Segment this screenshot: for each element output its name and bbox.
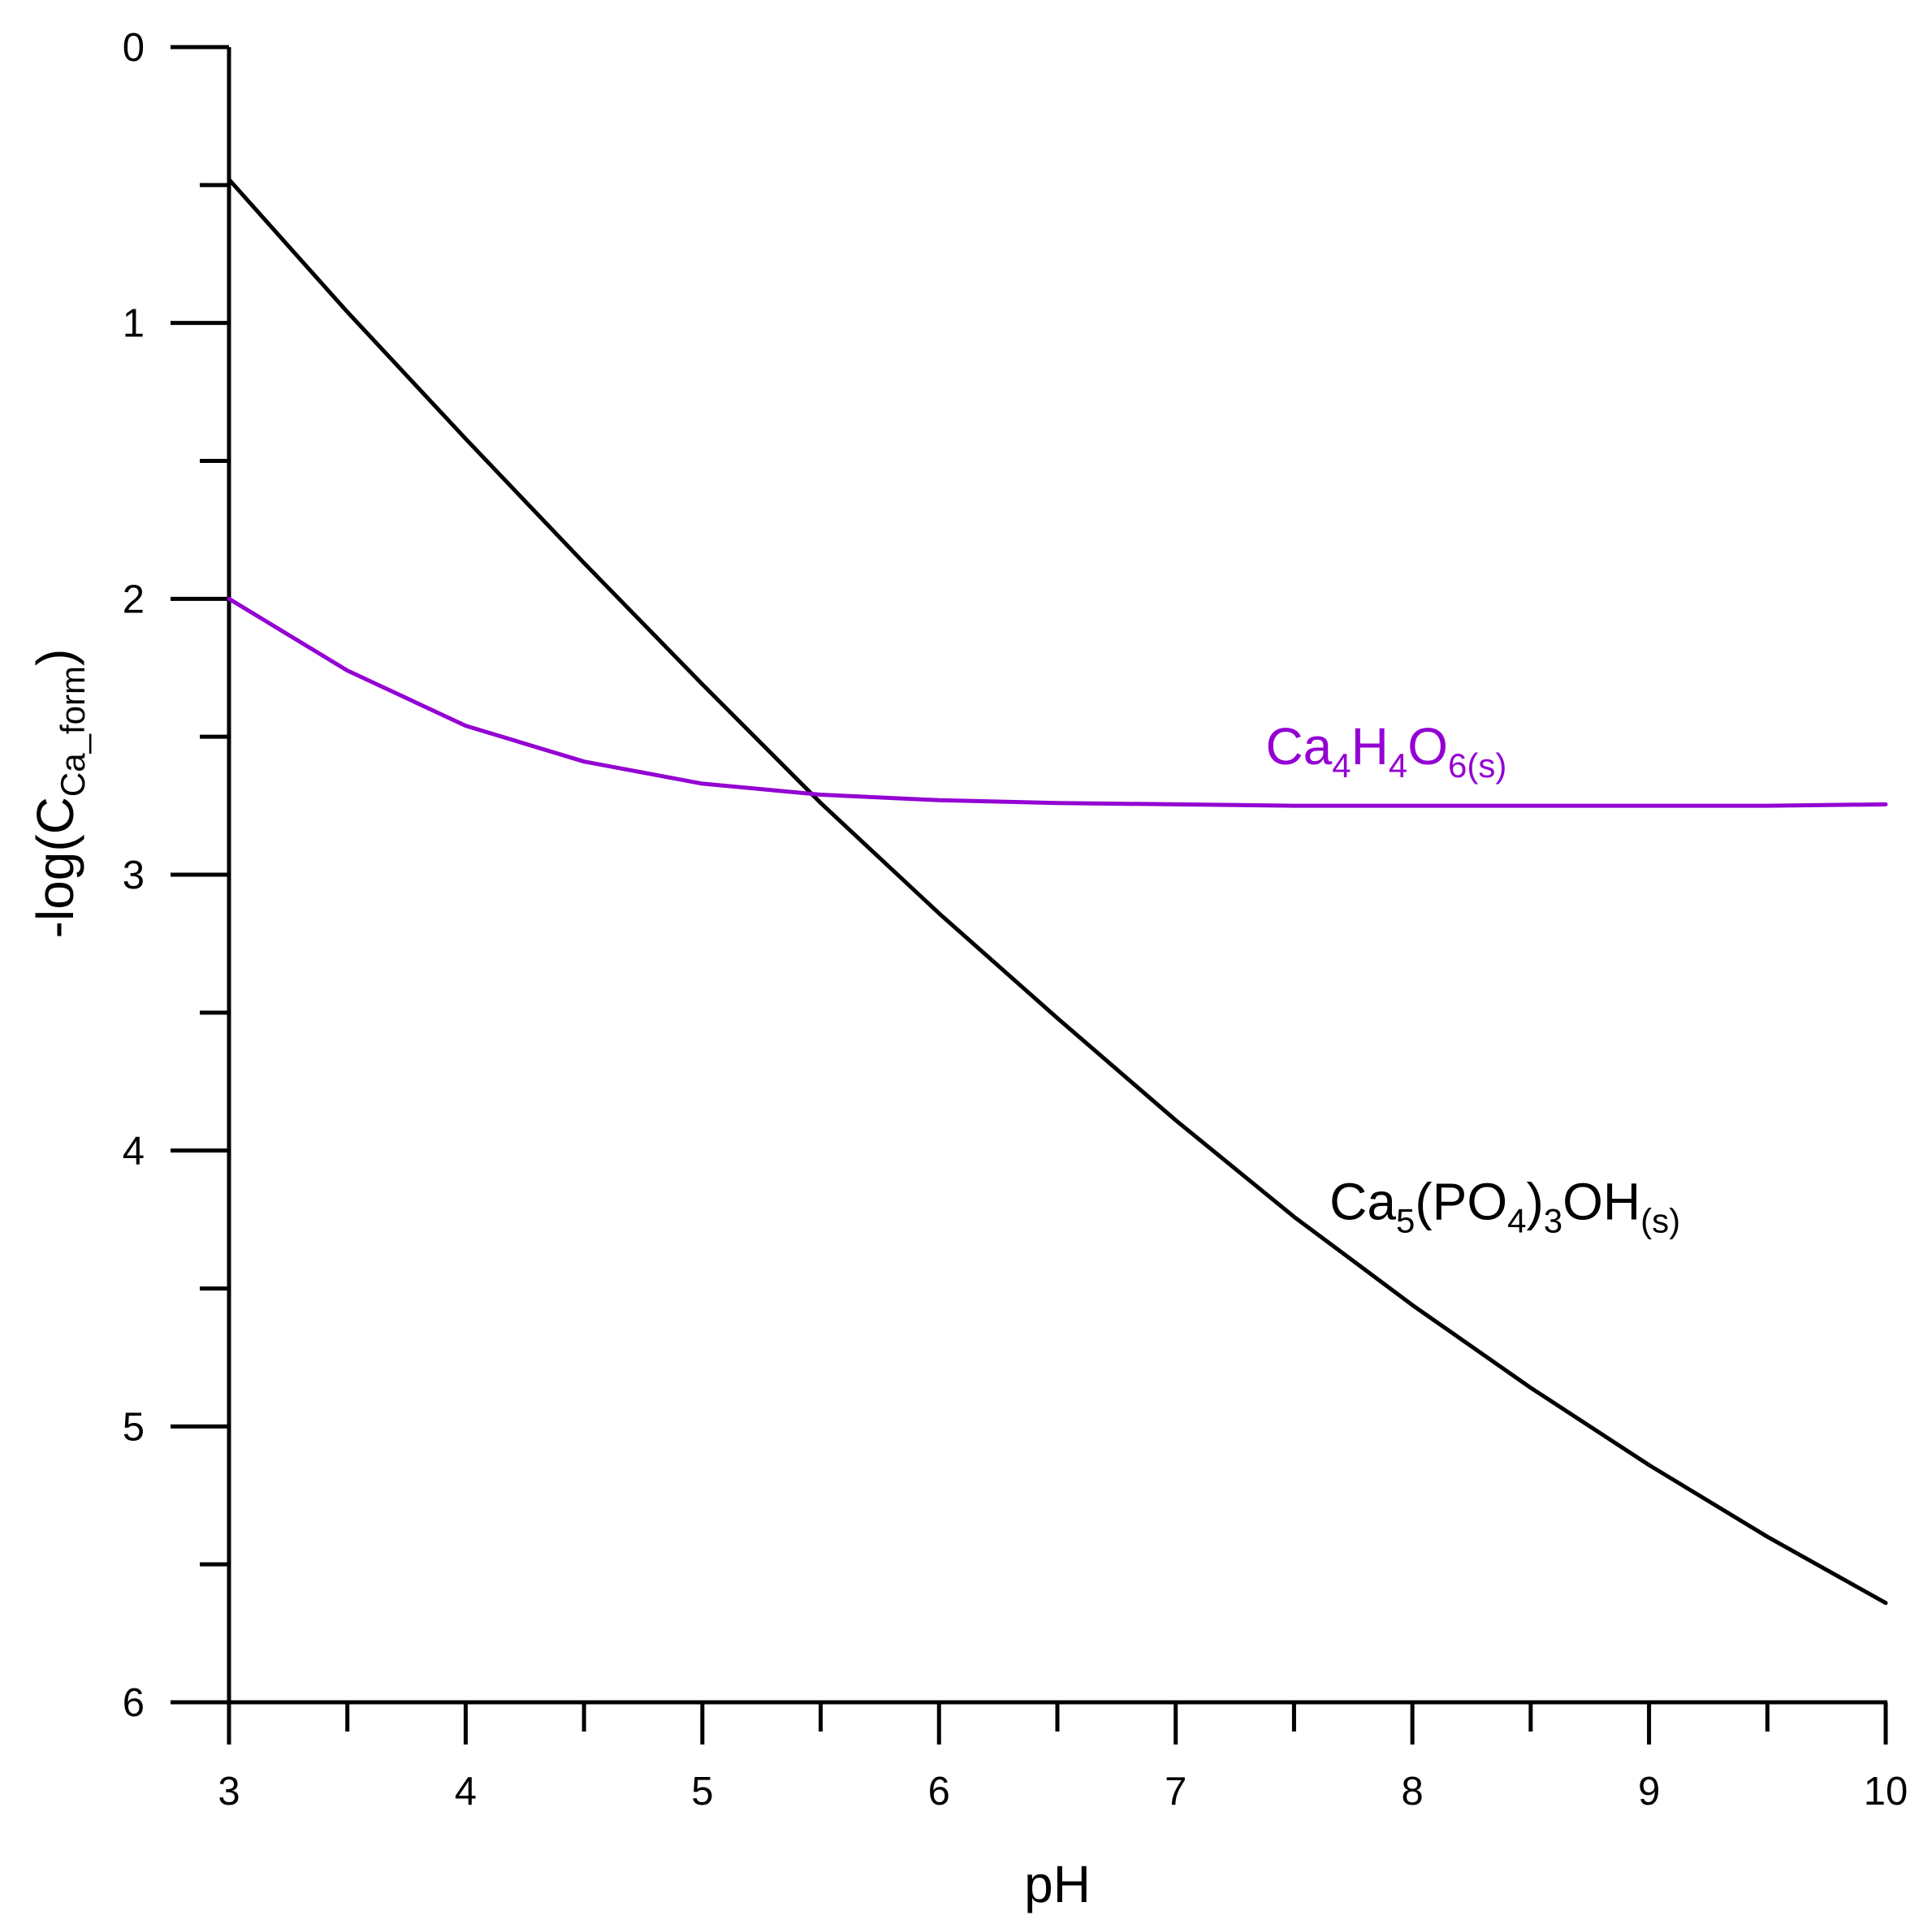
x-tick-label: 6 xyxy=(928,1770,950,1814)
series-label-text: OH xyxy=(1562,1173,1640,1231)
series-label-subscript: 6(s) xyxy=(1448,746,1506,785)
y-tick-label: 2 xyxy=(123,577,145,621)
x-tick-label: 9 xyxy=(1638,1770,1660,1814)
labels-layer: Ca5(PO4)3OH(s)Ca4H4O6(s) xyxy=(1265,717,1680,1239)
x-axis-title: pH xyxy=(1024,1855,1091,1913)
x-tick-label: 10 xyxy=(1864,1770,1908,1814)
series-label-text: O xyxy=(1407,717,1448,776)
series-label-0: Ca5(PO4)3OH(s) xyxy=(1329,1173,1680,1240)
series-label-text: Ca xyxy=(1329,1173,1396,1231)
x-tick-label: 5 xyxy=(691,1770,713,1814)
series-label-subscript: (s) xyxy=(1640,1202,1680,1240)
y-axis-title: -log(CCa_form) xyxy=(26,649,92,939)
series-label-subscript: 4 xyxy=(1507,1202,1526,1240)
series-layer xyxy=(227,177,1888,1606)
y-tick-label: 3 xyxy=(123,854,145,897)
x-tick-label: 3 xyxy=(218,1770,240,1814)
series-line-1 xyxy=(227,596,1888,808)
y-axis-title-sub: Ca_form xyxy=(54,666,92,797)
series-label-1: Ca4H4O6(s) xyxy=(1265,717,1506,785)
series-label-subscript: 4 xyxy=(1389,746,1407,785)
y-tick-label: 5 xyxy=(123,1405,145,1449)
y-tick-label: 0 xyxy=(123,26,145,70)
y-axis-title-base: -log(C xyxy=(26,797,84,938)
x-tick-label: 7 xyxy=(1165,1770,1186,1814)
series-label-text: (PO xyxy=(1415,1173,1507,1231)
series-label-text: Ca xyxy=(1265,717,1332,776)
series-label-subscript: 4 xyxy=(1332,746,1351,785)
x-tick-label: 4 xyxy=(455,1770,477,1814)
series-label-text: H xyxy=(1351,717,1389,776)
series-label-text: ) xyxy=(1526,1173,1543,1231)
x-tick-label: 8 xyxy=(1402,1770,1424,1814)
y-tick-label: 6 xyxy=(123,1681,145,1725)
series-line-0 xyxy=(227,177,1888,1606)
y-tick-label: 4 xyxy=(123,1130,145,1174)
series-label-subscript: 3 xyxy=(1544,1202,1562,1240)
y-tick-label: 1 xyxy=(123,302,145,346)
y-axis-title-close: ) xyxy=(26,649,84,666)
series-label-subscript: 5 xyxy=(1396,1202,1415,1240)
